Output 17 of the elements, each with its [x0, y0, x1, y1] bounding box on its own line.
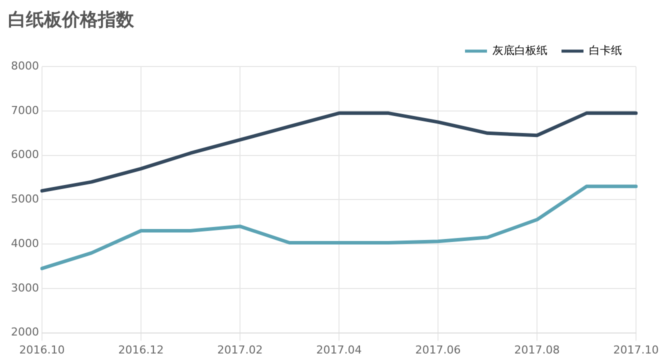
- y-tick-label: 2000: [10, 326, 39, 339]
- x-tick-label: 2017.02: [217, 343, 263, 356]
- y-tick-label: 4000: [10, 236, 39, 250]
- y-tick-label: 7000: [10, 104, 39, 117]
- x-tick-label: 2017.04: [316, 343, 362, 356]
- y-tick-label: 5000: [10, 192, 39, 206]
- chart-title: 白纸板价格指数: [8, 9, 135, 30]
- y-tick-label: 6000: [10, 148, 39, 162]
- legend-label: 灰底白板纸: [492, 44, 548, 57]
- x-tick-label: 2017.08: [514, 343, 560, 356]
- legend-label: 白卡纸: [589, 44, 622, 57]
- x-tick-label: 2016.12: [118, 343, 164, 356]
- x-tick-label: 2016.10: [19, 343, 65, 356]
- x-tick-label: 2017.06: [415, 343, 461, 356]
- y-tick-label: 3000: [10, 281, 39, 294]
- x-tick-label: 2017.10: [613, 343, 659, 356]
- y-tick-label: 8000: [10, 59, 39, 72]
